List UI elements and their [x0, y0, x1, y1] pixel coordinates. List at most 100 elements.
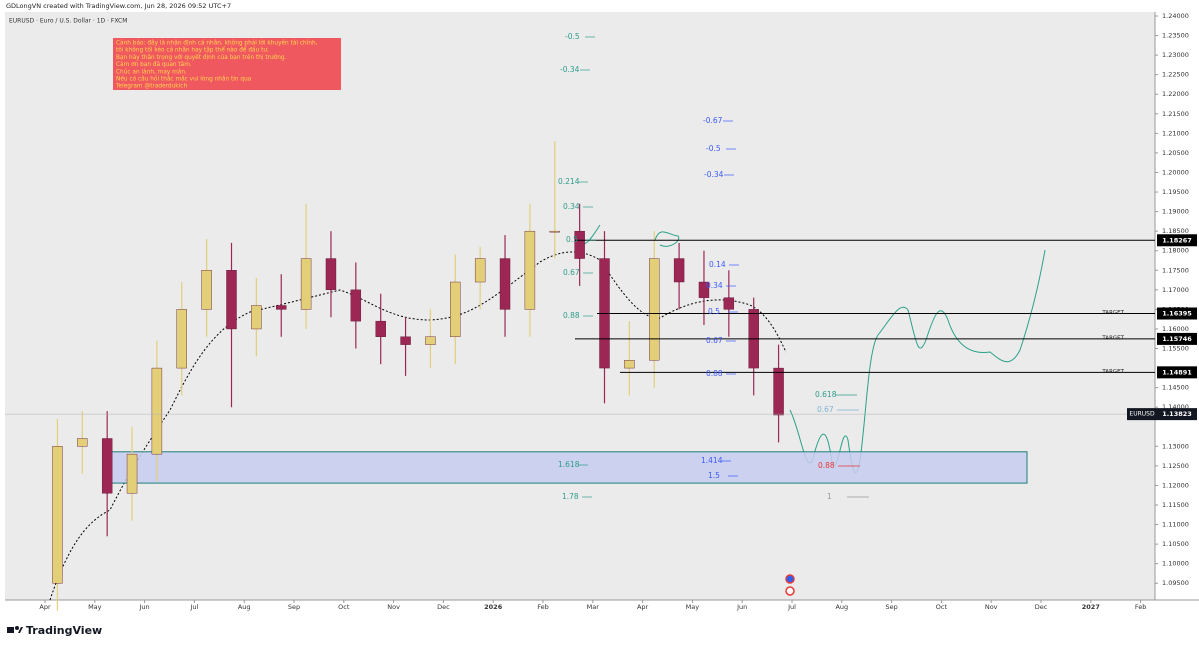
fib-label: 1.5 [708, 471, 720, 480]
time-label: Sep [288, 603, 300, 611]
fib-label: -0.5 [565, 32, 580, 41]
fib-label: 0.88 [818, 461, 835, 470]
fib-label: 1.78 [562, 492, 579, 501]
time-label: Jul [189, 603, 198, 611]
time-label: Sep [885, 603, 897, 611]
price-label: 1.14500 [1162, 384, 1189, 392]
price-label: 1.11000 [1162, 521, 1189, 529]
symbol-tag [1127, 408, 1157, 421]
price-label: 1.10000 [1162, 560, 1189, 568]
candle-body [474, 258, 486, 283]
candle-body [400, 336, 411, 345]
time-label: Oct [338, 603, 350, 611]
candle-body [499, 258, 511, 310]
candle-body [300, 258, 312, 310]
candle-body [201, 270, 212, 310]
candle-body [101, 438, 113, 494]
time-label: Mar [587, 603, 600, 611]
fib-label: 0.67 [706, 336, 723, 345]
time-label: Nov [387, 603, 400, 611]
price-label: 1.19500 [1162, 188, 1189, 196]
time-label: Aug [835, 603, 848, 611]
price-label: 1.20500 [1162, 149, 1189, 157]
candle-body [126, 453, 138, 494]
notice-box [113, 38, 341, 90]
notice-line: Chúc an lành, may mắn. [116, 68, 187, 75]
symbol-title: EURUSD · Euro / U.S. Dollar · 1D · FXCM [9, 18, 127, 25]
fib-label: -0.5 [706, 144, 721, 153]
price-tag [1157, 234, 1197, 247]
price-label: 1.12500 [1162, 462, 1189, 470]
candle-body [52, 446, 63, 584]
fib-label: -0.34 [704, 170, 724, 179]
time-label: Nov [985, 603, 998, 611]
fib-label: 0.5 [566, 235, 578, 244]
projection-path [789, 249, 1046, 474]
price-label: 1.09500 [1162, 579, 1189, 587]
price-label: 1.12000 [1162, 481, 1189, 489]
time-label: May [88, 603, 102, 611]
price-label: 1.17000 [1162, 286, 1189, 294]
candle-body [251, 305, 262, 330]
candle-body [425, 336, 436, 345]
notice-line: Cảnh báo: đây là nhận định cá nhân, khôn… [116, 40, 318, 47]
fib-label: 0.88 [706, 369, 723, 378]
candle-body [549, 230, 560, 233]
event-icon[interactable] [785, 586, 795, 596]
fib-label: 0.618 [815, 390, 837, 399]
candle-body [77, 438, 88, 447]
fib-label: 1.618 [558, 460, 580, 469]
candle-body [698, 281, 710, 298]
price-axis-pane [1155, 12, 1199, 600]
candle-body [723, 297, 735, 310]
notice-line: Bạn hãy thận trọng với quyết định của bạ… [116, 54, 287, 61]
fib-label: 1.414 [701, 456, 723, 465]
price-label: 1.15500 [1162, 345, 1189, 353]
candle-body [624, 360, 635, 369]
notice-line: tôi không tối kèo cá nhân hay tập thể nà… [116, 46, 269, 54]
price-label: 1.19000 [1162, 208, 1189, 216]
demand-zone [102, 451, 1028, 484]
moving-average [49, 251, 787, 601]
price-tag-label: 1.18267 [1162, 236, 1192, 244]
time-label: Apr [39, 603, 51, 611]
candle-body [276, 305, 287, 310]
time-label: Oct [936, 603, 948, 611]
price-label: 1.14000 [1162, 403, 1189, 411]
fib-label: -0.67 [703, 116, 723, 125]
fib-label: 0.34 [563, 202, 580, 211]
fib-label: 1 [827, 492, 832, 501]
candle-body [375, 320, 386, 337]
time-label: 2026 [484, 603, 503, 611]
price-label: 1.21500 [1162, 110, 1189, 118]
fib-label: 0.5 [708, 307, 720, 316]
price-label: 1.16000 [1162, 325, 1189, 333]
price-label: 1.10500 [1162, 540, 1189, 548]
price-tag-label: 1.16395 [1162, 310, 1192, 318]
price-tag [1157, 408, 1197, 421]
candle-body [176, 309, 187, 369]
event-icon[interactable] [785, 574, 795, 584]
price-label: 1.23500 [1162, 32, 1189, 40]
fib-label: 0.214 [558, 177, 580, 186]
candle-body [649, 258, 660, 361]
price-tag-label: 1.13823 [1162, 410, 1192, 418]
fib-label: 0.67 [817, 405, 834, 414]
candle-body [450, 281, 461, 337]
time-label: Aug [238, 603, 251, 611]
time-label: Feb [1135, 603, 1147, 611]
candle-body [350, 289, 362, 322]
notice-line: Cám ơn bạn đã quan tâm. [116, 61, 192, 68]
price-label: 1.17500 [1162, 266, 1189, 274]
price-tag [1157, 366, 1197, 379]
logo [7, 626, 23, 633]
level-tag: TARGET [1101, 310, 1124, 316]
price-label: 1.23000 [1162, 51, 1189, 59]
price-label: 1.11500 [1162, 501, 1189, 509]
candle-body [574, 230, 585, 259]
level-tag: TARGET [1101, 369, 1124, 375]
fib-label: -0.34 [560, 65, 580, 74]
price-tag-label: 1.14891 [1162, 368, 1192, 376]
price-label: 1.18500 [1162, 227, 1189, 235]
